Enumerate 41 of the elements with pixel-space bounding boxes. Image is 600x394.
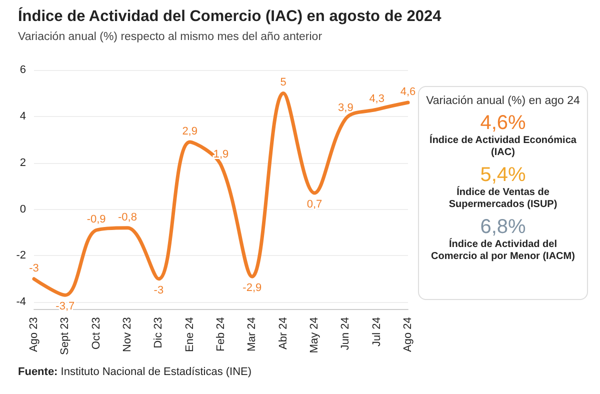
x-tick-label: Feb 24 xyxy=(215,317,227,352)
x-tick-label: Nov 23 xyxy=(122,317,134,352)
data-label: -2,9 xyxy=(242,282,262,294)
x-tick-label: Mar 24 xyxy=(246,317,258,352)
text: Índice de Actividad del Comercio al por Menor (IACM) xyxy=(430,239,576,263)
x-tick-label: May 24 xyxy=(308,317,320,354)
data-label: 0,7 xyxy=(306,198,322,211)
data-label: -3,7 xyxy=(56,300,75,313)
y-tick-label: 0 xyxy=(20,203,26,216)
text: 5,4% xyxy=(479,163,527,186)
y-tick-label: 6 xyxy=(20,64,26,76)
x-tick-label: Dic 23 xyxy=(152,317,165,348)
data-label: -0,8 xyxy=(118,211,137,224)
x-tick-label: Jul 24 xyxy=(370,317,383,346)
x-tick-label: Ene 24 xyxy=(184,317,196,352)
x-tick-label: Oct 23 xyxy=(90,317,102,350)
x-tick-label: Jun 24 xyxy=(340,317,352,350)
data-label: 3,9 xyxy=(338,102,354,114)
data-label: -3 xyxy=(154,284,164,296)
text: Variación anual (%) en ago 24 xyxy=(425,95,581,107)
data-label: 5 xyxy=(280,76,286,89)
data-label: -3 xyxy=(29,262,39,274)
data-label: 4,3 xyxy=(369,92,384,105)
x-tick-label: Ago 23 xyxy=(28,317,40,352)
data-label: 4,6 xyxy=(400,86,416,98)
y-tick-label: -4 xyxy=(16,296,26,308)
text: 4,6% xyxy=(479,111,527,135)
x-tick-label: Sept 23 xyxy=(59,317,72,355)
text: Índice de Ventas de Supermercados (ISUP) xyxy=(448,187,558,211)
source-note: Fuente: Instituto Nacional de Estadísticas (INE) xyxy=(18,366,252,378)
data-label: 2,9 xyxy=(182,125,198,138)
x-tick-label: Abr 24 xyxy=(277,317,290,350)
text: Índice de Actividad Económica (IAC) xyxy=(428,135,578,159)
y-tick-label: -2 xyxy=(16,250,26,262)
y-tick-label: 2 xyxy=(20,156,26,169)
x-tick-label: Ago 24 xyxy=(402,317,414,352)
text: 6,8% xyxy=(479,215,527,239)
y-tick-label: 4 xyxy=(20,110,26,122)
chart-subtitle: Variación anual (%) respecto al mismo mes del año anterior xyxy=(18,31,322,43)
data-label: -0,9 xyxy=(86,214,106,226)
chart-title: Índice de Actividad del Comercio (IAC) en agosto de 2024 xyxy=(18,8,442,26)
